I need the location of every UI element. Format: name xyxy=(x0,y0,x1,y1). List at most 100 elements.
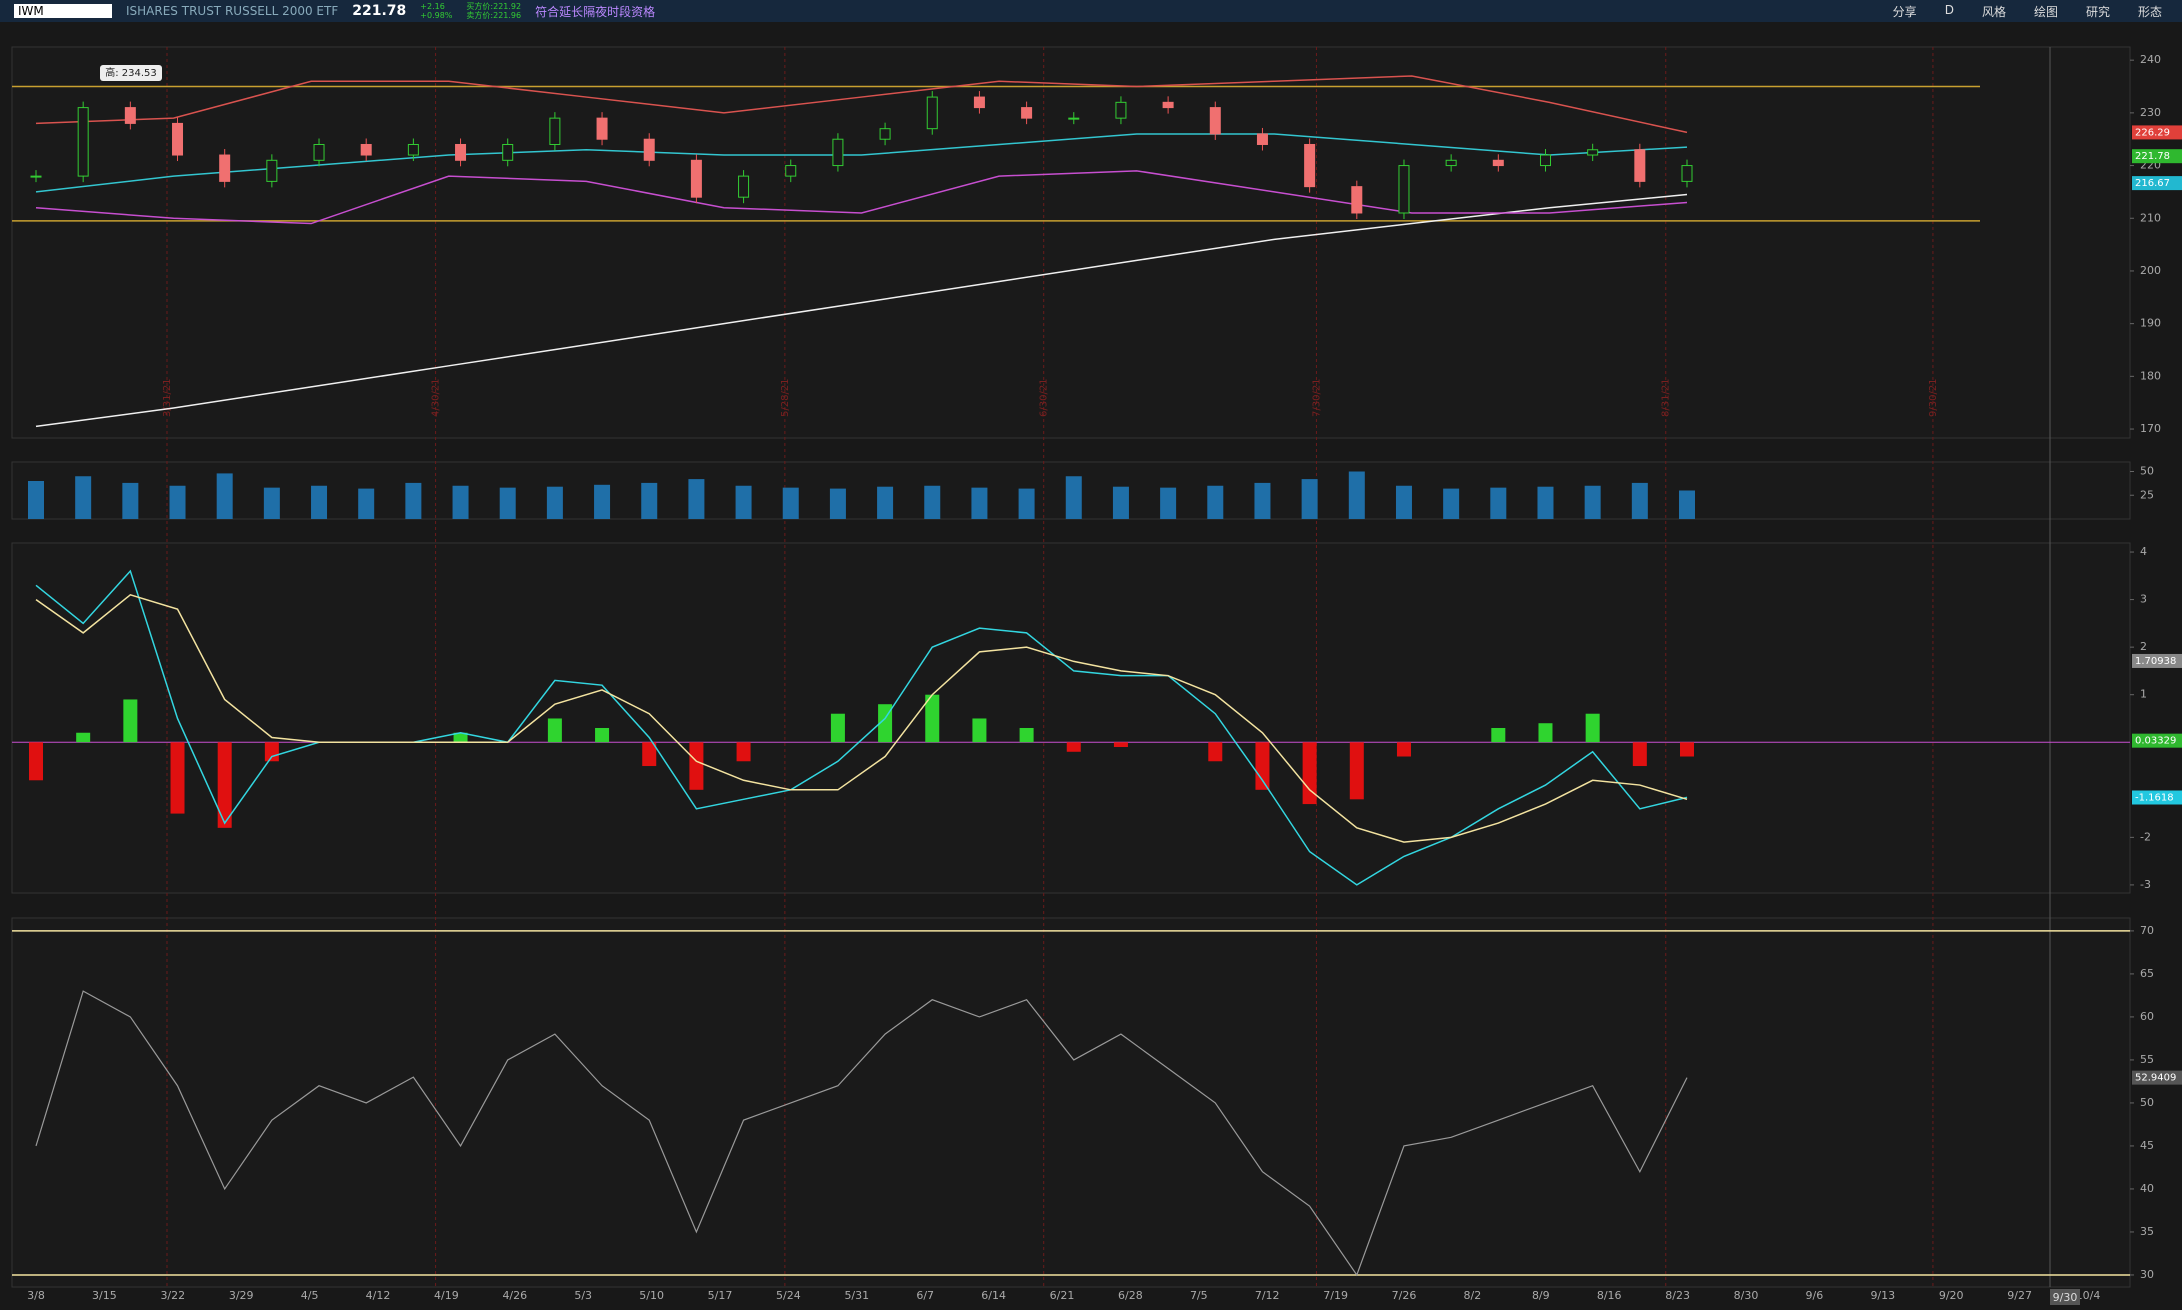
toolbar-button[interactable]: 分享 xyxy=(1892,4,1917,19)
candle xyxy=(1021,107,1033,119)
y-tick-label: 190 xyxy=(2140,317,2161,330)
x-tick-label: 8/2 xyxy=(1464,1289,1482,1302)
x-tick-label: 7/12 xyxy=(1255,1289,1280,1302)
x-tick-label: 5/17 xyxy=(708,1289,733,1302)
candle xyxy=(1351,186,1363,214)
charts: 3/31/21 4/30/21 5/28/21 6/30/21 7/30/21 8/31/… xyxy=(0,22,2182,1310)
toolbar-button[interactable]: 形态 xyxy=(2137,4,2162,19)
toolbar-button[interactable]: 绘图 xyxy=(2033,4,2058,19)
x-tick-label: 7/26 xyxy=(1392,1289,1417,1302)
candle xyxy=(1634,149,1646,182)
candle xyxy=(1115,101,1127,119)
month-marker-label: 4/30/21 xyxy=(431,378,442,417)
histogram-bar xyxy=(830,713,845,743)
candle xyxy=(1587,149,1599,156)
last-price: 221.78 xyxy=(352,3,407,19)
change: +2.16 +0.98% xyxy=(420,2,452,20)
histogram-bar xyxy=(29,742,43,781)
symbol-box[interactable]: IWM xyxy=(14,4,112,18)
y-tick-label: 55 xyxy=(2140,1053,2154,1066)
line xyxy=(35,170,1688,225)
toolbar-button[interactable]: D xyxy=(1944,2,1954,17)
x-tick-label: 6/21 xyxy=(1050,1289,1075,1302)
candle xyxy=(1445,159,1457,167)
y-tick-label: 240 xyxy=(2140,53,2161,66)
histogram-bar xyxy=(1302,742,1317,805)
candle xyxy=(313,143,325,161)
candle xyxy=(785,165,797,177)
histogram-bar xyxy=(1019,727,1034,743)
volume-bar xyxy=(1584,485,1601,519)
y-tick-label: 1 xyxy=(2140,688,2147,701)
volume-bar xyxy=(1679,490,1695,519)
volume-bar xyxy=(1395,485,1412,519)
y-tick-label: 60 xyxy=(2140,1010,2154,1023)
volume-bar xyxy=(263,487,280,519)
y-tick-label: 200 xyxy=(2140,264,2161,277)
x-tick-label: 9/13 xyxy=(1870,1289,1895,1302)
y-tick-label: 70 xyxy=(2140,924,2154,937)
candle xyxy=(407,143,419,156)
candle xyxy=(926,96,938,130)
y-tick-label: 25 xyxy=(2140,488,2154,501)
histogram-bar xyxy=(595,727,610,743)
x-tick-label: 9/20 xyxy=(1939,1289,1964,1302)
price-tag xyxy=(2132,1070,2182,1085)
line xyxy=(35,75,1688,134)
x-tick-label: 8/16 xyxy=(1597,1289,1622,1302)
x-tick-label: 10/4 xyxy=(2076,1289,2101,1302)
histogram-bar xyxy=(1680,742,1694,757)
candle xyxy=(973,96,985,109)
line xyxy=(35,594,1688,843)
histogram-bar xyxy=(1396,742,1411,757)
y-tick-label: -2 xyxy=(2140,830,2151,843)
cursor-date: 9/30 xyxy=(2053,1291,2078,1304)
toolbar-button[interactable]: 研究 xyxy=(2085,4,2110,19)
histogram-bar xyxy=(1585,713,1600,743)
y-tick-label: 50 xyxy=(2140,465,2154,478)
volume-bar xyxy=(1018,488,1035,519)
y-tick-label: 210 xyxy=(2140,211,2161,224)
x-tick-label: 4/26 xyxy=(502,1289,527,1302)
y-tick-label: 30 xyxy=(2140,1268,2154,1281)
panel xyxy=(11,917,2131,1288)
x-tick-label: 5/3 xyxy=(574,1289,592,1302)
histogram-bar xyxy=(123,699,138,743)
candle xyxy=(1304,143,1316,188)
ask: 卖方价:221.96 xyxy=(466,11,522,20)
volume-bar xyxy=(782,487,799,519)
annotation: 高: 234.53 xyxy=(105,66,157,79)
price-tag xyxy=(2132,653,2182,668)
toolbar-button[interactable]: 风格 xyxy=(1981,4,2006,19)
toolbar-buttons: 分享 D 风格 绘图 研究 形态 xyxy=(1893,3,2182,20)
symbol-name: ISHARES TRUST RUSSELL 2000 ETF xyxy=(126,4,339,18)
y-tick-label: 230 xyxy=(2140,106,2161,119)
candle xyxy=(360,143,372,156)
histogram-bar xyxy=(1113,742,1128,748)
histogram-bar xyxy=(547,718,562,743)
candle xyxy=(1492,159,1504,167)
candle xyxy=(266,159,278,182)
candle xyxy=(1162,101,1174,109)
volume-bar xyxy=(122,482,139,519)
y-tick-label: 180 xyxy=(2140,369,2161,382)
y-tick-label: 2 xyxy=(2140,640,2147,653)
volume-bar xyxy=(971,487,988,519)
histogram-bar xyxy=(1349,742,1364,800)
histogram-bar xyxy=(170,742,185,814)
volume-bar xyxy=(594,484,611,519)
volume-bar xyxy=(405,482,422,519)
volume-bar xyxy=(1631,482,1648,519)
y-tick-label: 65 xyxy=(2140,967,2154,980)
x-tick-label: 8/9 xyxy=(1532,1289,1550,1302)
bid: 买方价:221.92 xyxy=(466,2,522,11)
y-tick-label: 50 xyxy=(2140,1096,2154,1109)
histogram-bar xyxy=(689,742,704,790)
candle xyxy=(219,154,231,182)
candle xyxy=(455,143,467,161)
volume-bar xyxy=(688,479,705,519)
volume-bar xyxy=(358,488,375,519)
x-tick-label: 5/10 xyxy=(639,1289,664,1302)
y-tick-label: 170 xyxy=(2140,422,2161,435)
panel xyxy=(11,46,2131,439)
